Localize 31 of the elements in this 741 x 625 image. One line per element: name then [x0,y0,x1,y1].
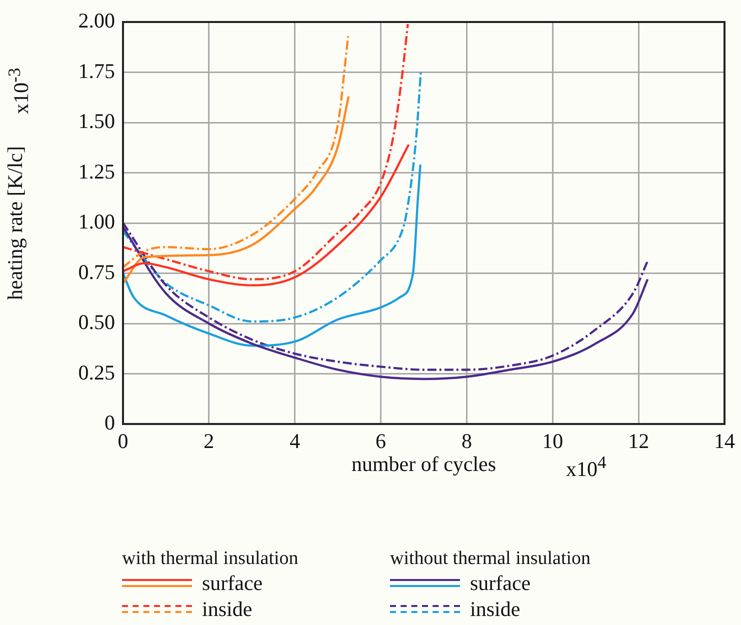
y-tick-label: 0 [104,410,115,435]
y-tick-label: 1.00 [78,210,115,234]
y-tick-label: 2.00 [78,8,115,33]
x-tick-label: 2 [204,429,214,454]
text: without thermal insulation [390,548,591,570]
y-tick-label: 1.25 [78,159,115,184]
y-tick-label: 0.75 [78,260,115,284]
x-tick-label: 8 [461,429,472,454]
line-series [123,164,422,347]
x-tick-label: 12 [628,429,650,454]
text: with thermal insulation [122,548,298,570]
x-tick-label: 14 [714,429,736,454]
line-series [123,22,409,280]
legend-label: inside [202,596,252,622]
x-tick-label: 6 [376,429,386,454]
line-series [123,144,410,286]
y-tick-label: 1.75 [78,58,115,83]
line-series [123,95,350,284]
line-series [123,34,350,268]
legend-label: inside [470,596,520,622]
x-tick-label: 10 [542,429,564,454]
legend-label: surface [470,570,531,596]
text: x10$^{4}$ [566,452,606,482]
legend-label: surface [202,570,263,596]
y-tick-label: 1.50 [78,109,115,134]
x-tick-label: 4 [290,429,301,454]
line-series [123,71,422,323]
y-tick-label: 0.50 [78,310,115,334]
y-axis-title: heating rate [K/lc] [3,146,28,300]
y-tick-label: 0.25 [78,360,115,384]
x-axis-title: number of cycles [351,452,496,476]
